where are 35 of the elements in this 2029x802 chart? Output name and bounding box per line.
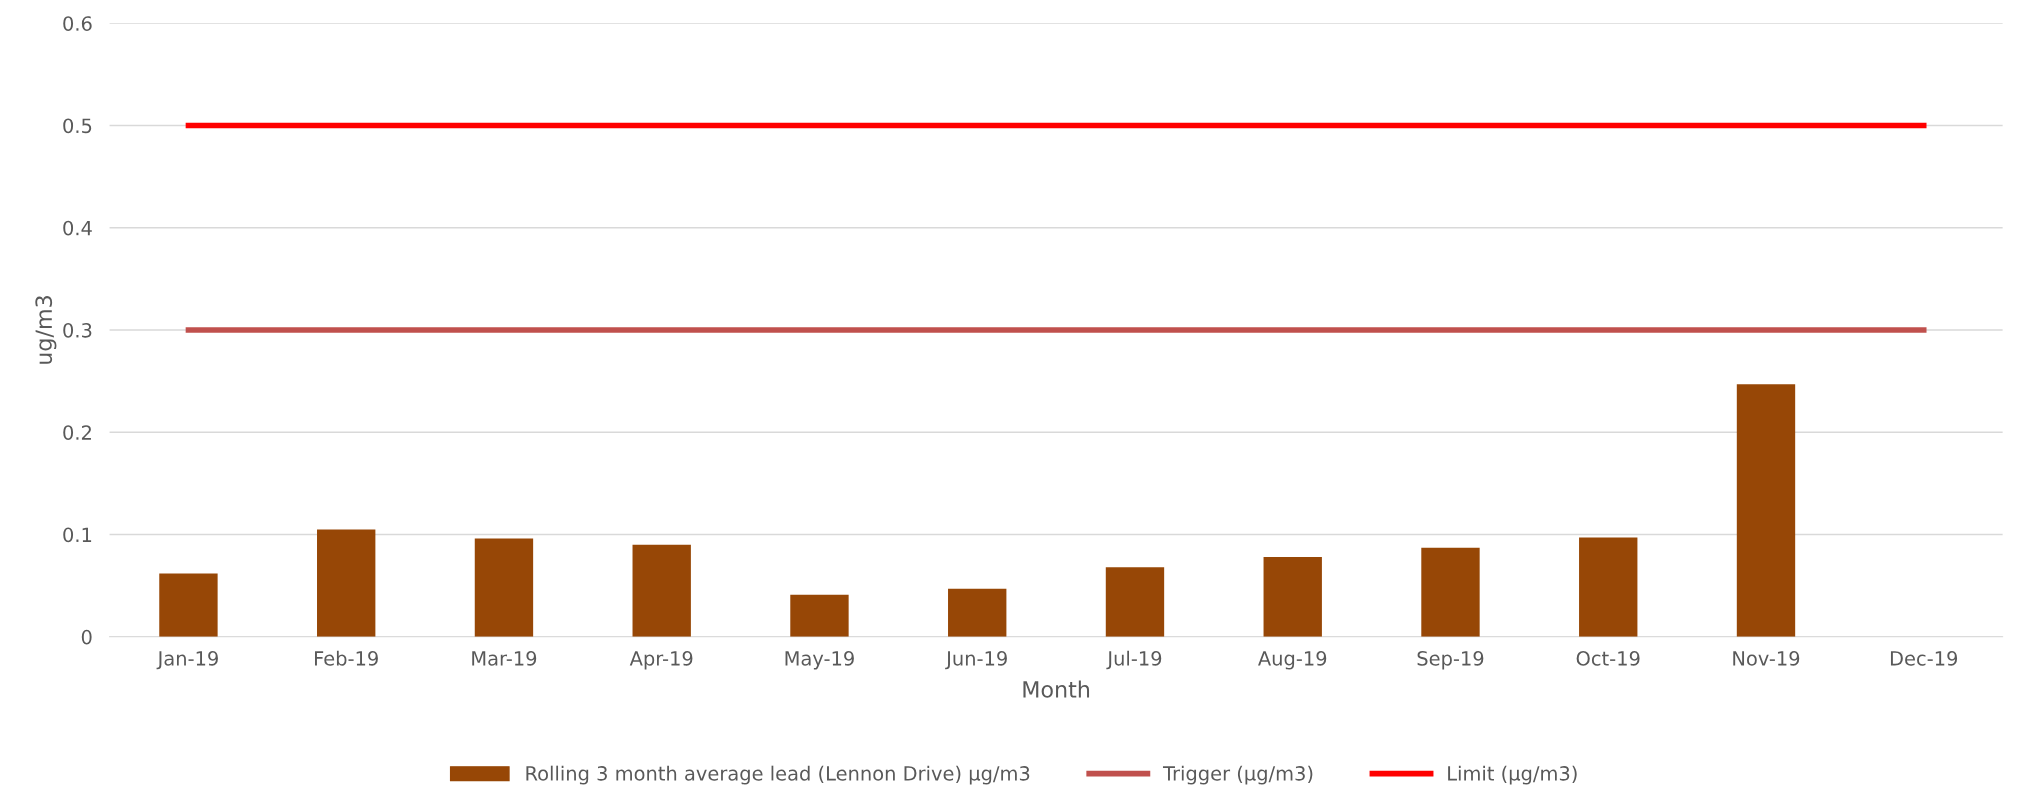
x-tick-label: Feb-19	[315, 650, 378, 666]
bar	[317, 529, 376, 637]
y-tick-label: 0.6	[63, 16, 92, 31]
y-tick-label: 0.2	[63, 425, 91, 440]
bar	[1105, 567, 1165, 637]
x-tick-label: Sep-19	[1417, 651, 1484, 670]
legend-label: Trigger (µg/m3)	[1162, 765, 1313, 785]
x-tick-label: Jun-19	[945, 651, 1007, 670]
x-tick-label: Apr-19	[629, 651, 693, 670]
x-tick-label: Mar-19	[472, 651, 537, 666]
y-tick-label: 0	[81, 629, 92, 645]
bar	[1421, 547, 1480, 637]
x-tick-label: Dec-19	[1890, 651, 1958, 666]
x-tick-label: Oct-19	[1576, 651, 1640, 666]
bar	[790, 594, 849, 637]
bar	[474, 538, 534, 637]
x-tick-label: May-19	[785, 651, 854, 670]
x-tick-label: Jul-19	[1106, 650, 1162, 670]
bar	[1263, 557, 1322, 637]
bar	[1579, 537, 1638, 637]
bar	[159, 573, 218, 637]
x-tick-label: Aug-19	[1258, 651, 1327, 670]
y-axis-title: ug/m3	[35, 296, 57, 364]
y-tick-label: 0.5	[63, 118, 92, 134]
x-axis-title: Month	[1023, 680, 1090, 698]
bar	[1736, 384, 1796, 637]
legend-label: Limit (µg/m3)	[1448, 765, 1577, 785]
y-tick-label: 0.1	[63, 527, 92, 543]
y-tick-label: 0.4	[63, 220, 92, 236]
x-tick-label: Nov-19	[1733, 651, 1800, 666]
x-tick-label: Jan-19	[156, 651, 218, 670]
bar	[948, 588, 1007, 637]
bar	[632, 544, 691, 637]
legend-label: Rolling 3 month average lead (Lennon Drive) µg/m3	[526, 765, 1030, 785]
y-tick-label: 0.3	[63, 322, 92, 338]
